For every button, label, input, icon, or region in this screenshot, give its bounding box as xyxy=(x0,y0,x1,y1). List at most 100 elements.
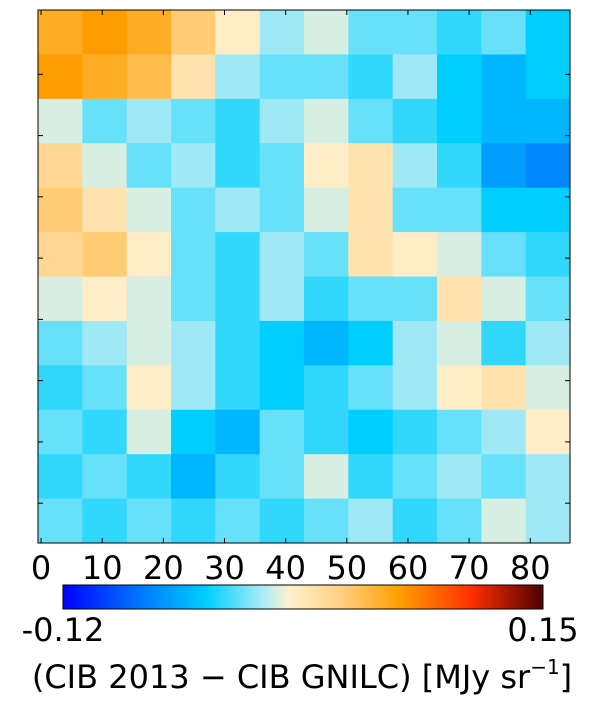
heatmap-cell xyxy=(171,276,216,322)
heatmap-cell xyxy=(259,232,305,277)
heatmap-cell xyxy=(215,320,261,366)
heatmap-cell xyxy=(38,143,83,189)
heatmap-cell xyxy=(437,320,482,366)
heatmap-cell xyxy=(304,365,349,411)
heatmap-cell xyxy=(392,54,438,100)
x-tick-label: 0 xyxy=(31,549,51,587)
heatmap-cell xyxy=(348,320,394,366)
heatmap-cell xyxy=(259,187,305,233)
heatmap-cell xyxy=(259,276,305,322)
heatmap-cell xyxy=(126,10,172,55)
heatmap-cell xyxy=(82,498,128,544)
heatmap-cell xyxy=(525,409,571,455)
heatmap-cell xyxy=(481,276,527,322)
heatmap-cell xyxy=(348,54,394,100)
heatmap-cell xyxy=(38,232,83,277)
heatmap-cell xyxy=(481,232,527,277)
heatmap-cell xyxy=(38,187,83,233)
heatmap-cell xyxy=(525,10,571,55)
heatmap-cell xyxy=(126,143,172,189)
heatmap-cell xyxy=(304,320,349,366)
heatmap-cell xyxy=(82,320,128,366)
heatmap-cell xyxy=(259,98,305,144)
colorbar-tick-label: -0.12 xyxy=(22,611,105,649)
heatmap-cell xyxy=(481,10,527,55)
heatmap-cell xyxy=(171,98,216,144)
heatmap-cell xyxy=(481,498,527,544)
colorbar-tick-label: 0.15 xyxy=(507,611,578,649)
heatmap-cell xyxy=(304,143,349,189)
heatmap-cell xyxy=(38,320,83,366)
heatmap-cell xyxy=(437,98,482,144)
heatmap-cell xyxy=(525,232,571,277)
heatmap-cell xyxy=(82,98,128,144)
label-text: (CIB 2013 − CIB GNILC) [MJy sr xyxy=(32,658,531,696)
heatmap-cell xyxy=(437,187,482,233)
heatmap-cell xyxy=(348,187,394,233)
heatmap-cell xyxy=(82,276,128,322)
heatmap-cell xyxy=(348,10,394,55)
heatmap-cell xyxy=(392,143,438,189)
heatmap-cell xyxy=(171,10,216,55)
heatmap-cell xyxy=(38,54,83,100)
label-text: ] xyxy=(560,658,572,696)
heatmap xyxy=(38,10,571,544)
heatmap-cell xyxy=(38,498,83,544)
x-tick-label: 20 xyxy=(143,549,184,587)
heatmap-cell xyxy=(437,10,482,55)
heatmap-cell xyxy=(215,54,261,100)
heatmap-cell xyxy=(171,409,216,455)
heatmap-cell xyxy=(348,409,394,455)
heatmap-cell xyxy=(171,454,216,500)
heatmap-cell xyxy=(437,232,482,277)
heatmap-cell xyxy=(82,143,128,189)
heatmap-cell xyxy=(215,143,261,189)
heatmap-cell xyxy=(437,276,482,322)
heatmap-cell xyxy=(392,232,438,277)
heatmap-cell xyxy=(38,10,83,55)
heatmap-cell xyxy=(215,98,261,144)
heatmap-cell xyxy=(259,365,305,411)
heatmap-cell xyxy=(348,98,394,144)
heatmap-cell xyxy=(348,365,394,411)
heatmap-cell xyxy=(525,187,571,233)
heatmap-cell xyxy=(259,10,305,55)
heatmap-cell xyxy=(392,409,438,455)
heatmap-cell xyxy=(126,409,172,455)
heatmap-cell xyxy=(171,187,216,233)
heatmap-cell xyxy=(171,320,216,366)
heatmap-cell xyxy=(259,54,305,100)
heatmap-cell xyxy=(437,365,482,411)
heatmap-cell xyxy=(38,409,83,455)
heatmap-cell xyxy=(259,320,305,366)
heatmap-cell xyxy=(126,98,172,144)
heatmap-cell xyxy=(215,454,261,500)
heatmap-cell xyxy=(215,409,261,455)
heatmap-cell xyxy=(481,98,527,144)
heatmap-cell xyxy=(525,365,571,411)
heatmap-cell xyxy=(126,320,172,366)
heatmap-cell xyxy=(171,54,216,100)
x-tick-label: 60 xyxy=(388,549,429,587)
heatmap-cell xyxy=(304,98,349,144)
heatmap-cell xyxy=(437,54,482,100)
heatmap-cell xyxy=(304,276,349,322)
heatmap-cell xyxy=(126,54,172,100)
heatmap-cell xyxy=(171,365,216,411)
heatmap-cell xyxy=(171,143,216,189)
heatmap-cell xyxy=(126,454,172,500)
x-tick-label: 30 xyxy=(204,549,245,587)
colorbar-label: (CIB 2013 − CIB GNILC) [MJy sr−1] xyxy=(32,655,572,696)
heatmap-cell xyxy=(525,498,571,544)
heatmap-cell xyxy=(392,498,438,544)
heatmap-cell xyxy=(215,187,261,233)
heatmap-cell xyxy=(348,232,394,277)
heatmap-cell xyxy=(304,232,349,277)
heatmap-cell xyxy=(82,10,128,55)
plot-frame xyxy=(37,9,571,544)
x-tick-label: 10 xyxy=(82,549,123,587)
heatmap-cell xyxy=(259,409,305,455)
heatmap-cell xyxy=(215,232,261,277)
heatmap-cell xyxy=(82,454,128,500)
